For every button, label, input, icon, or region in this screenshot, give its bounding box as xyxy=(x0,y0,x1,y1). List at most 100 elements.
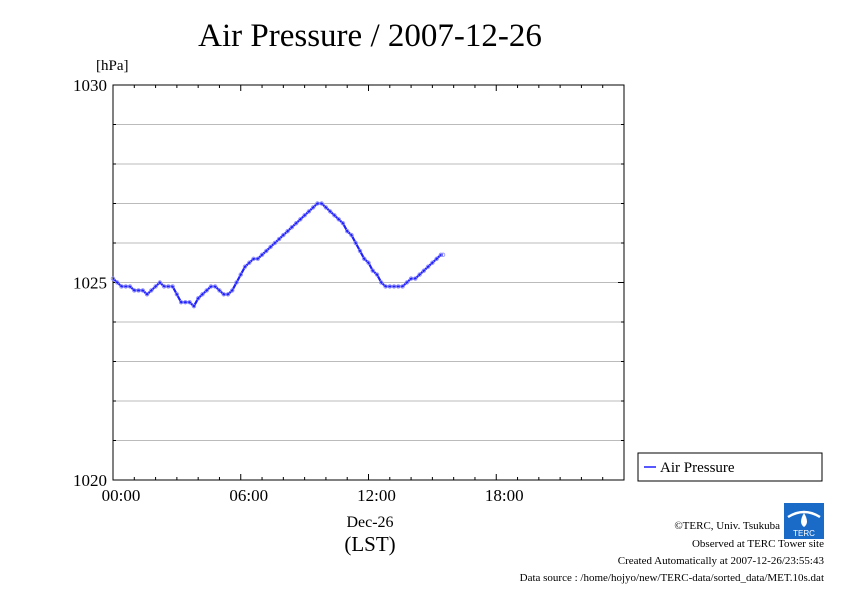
data-point xyxy=(345,228,350,234)
data-point xyxy=(259,252,265,258)
data-point xyxy=(408,276,414,281)
data-point xyxy=(255,256,260,261)
y-tick-label: 1020 xyxy=(73,471,107,490)
data-point xyxy=(230,288,235,293)
data-point xyxy=(366,260,371,265)
data-point xyxy=(178,300,184,305)
data-point xyxy=(247,260,252,265)
data-point xyxy=(242,264,248,269)
data-point xyxy=(123,284,128,289)
data-point xyxy=(302,213,307,218)
data-point xyxy=(387,284,392,289)
data-point xyxy=(319,201,324,206)
data-point xyxy=(200,292,205,297)
data-point xyxy=(140,288,146,293)
data-point xyxy=(149,288,154,293)
series-layer xyxy=(110,201,446,309)
data-point xyxy=(396,284,401,289)
x-axis-timezone-label: (LST) xyxy=(344,532,395,556)
data-point xyxy=(315,201,320,206)
data-point xyxy=(144,292,150,297)
data-point xyxy=(110,276,116,281)
data-point xyxy=(349,232,354,238)
x-tick-label: 00:00 xyxy=(102,486,141,505)
data-point xyxy=(306,209,312,214)
grid-lines xyxy=(113,124,624,441)
data-point xyxy=(362,256,367,261)
data-point xyxy=(379,280,384,285)
data-point xyxy=(166,284,171,289)
data-point xyxy=(204,288,209,293)
data-point xyxy=(195,296,201,301)
data-point xyxy=(132,288,137,293)
data-point xyxy=(136,288,141,293)
data-point xyxy=(234,280,239,285)
data-point xyxy=(212,284,218,289)
x-tick-label: 12:00 xyxy=(357,486,396,505)
footer-copyright: ©TERC, Univ. Tsukuba xyxy=(674,520,780,532)
footer-source: Data source : /home/hojyo/new/TERC-data/… xyxy=(519,572,824,584)
legend-label: Air Pressure xyxy=(660,460,735,476)
data-point xyxy=(127,284,133,289)
data-point xyxy=(251,256,256,261)
data-point xyxy=(161,284,167,289)
data-point xyxy=(268,244,273,250)
data-point xyxy=(187,300,192,305)
data-point xyxy=(115,280,120,285)
legend-box xyxy=(637,452,823,482)
data-point xyxy=(383,284,388,289)
data-point xyxy=(310,205,316,210)
data-point xyxy=(276,236,282,242)
data-point xyxy=(323,205,329,210)
y-tick-label: 1030 xyxy=(73,76,107,95)
data-point xyxy=(413,276,418,281)
data-point xyxy=(170,284,175,289)
data-point xyxy=(404,280,410,285)
x-tick-label: 18:00 xyxy=(485,486,524,505)
data-point xyxy=(238,272,243,277)
data-point xyxy=(440,252,446,258)
data-point xyxy=(174,292,180,297)
data-point xyxy=(208,284,214,289)
axis-ticks: 1020 1025 1030 00:00 06:00 12:00 18:00 xyxy=(73,76,625,505)
footer-observed: Observed at TERC Tower site xyxy=(691,538,824,550)
data-point xyxy=(191,304,197,309)
data-point xyxy=(425,264,431,269)
data-point xyxy=(225,292,231,297)
data-point xyxy=(183,300,188,305)
data-point xyxy=(285,228,290,234)
data-point xyxy=(357,248,363,254)
legend: Air Pressure xyxy=(637,452,823,482)
data-point xyxy=(340,221,346,226)
data-point xyxy=(370,268,375,273)
y-axis-unit-label: [hPa] xyxy=(96,58,129,74)
y-tick-label: 1025 xyxy=(73,274,107,293)
logo-text: TERC xyxy=(793,529,815,538)
footer-created: Created Automatically at 2007-12-26/23:5… xyxy=(617,555,824,567)
data-point xyxy=(417,272,422,277)
x-axis-date-label: Dec-26 xyxy=(346,514,393,531)
data-point xyxy=(281,232,286,238)
data-point xyxy=(272,240,278,246)
data-point xyxy=(217,288,222,293)
data-point xyxy=(332,213,337,218)
data-point xyxy=(438,252,444,258)
data-point xyxy=(421,268,427,273)
data-point xyxy=(434,256,439,261)
data-point xyxy=(221,292,226,297)
x-tick-label: 06:00 xyxy=(229,486,268,505)
data-point xyxy=(264,248,269,254)
logo: TERC xyxy=(784,503,824,539)
data-point xyxy=(153,284,158,289)
data-point xyxy=(400,284,405,289)
data-point xyxy=(327,209,333,214)
data-point xyxy=(353,240,358,246)
data-point xyxy=(119,284,124,289)
data-point xyxy=(336,217,341,222)
data-point xyxy=(157,280,163,285)
data-point xyxy=(289,224,295,230)
terc-logo-icon: TERC xyxy=(784,503,824,539)
chart-title: Air Pressure / 2007-12-26 xyxy=(198,18,542,54)
series-line xyxy=(112,202,444,308)
